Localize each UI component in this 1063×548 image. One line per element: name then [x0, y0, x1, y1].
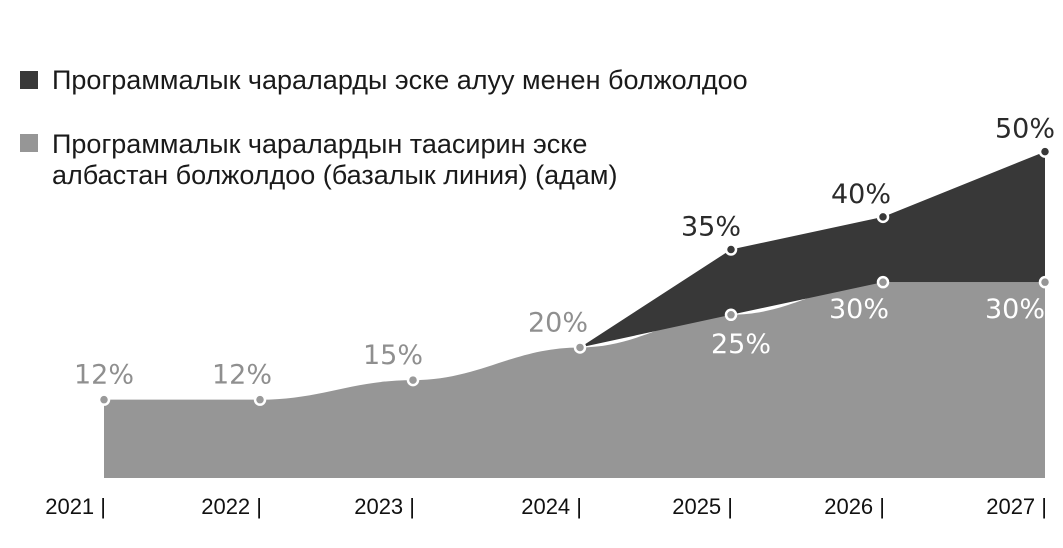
program-point-2026: [876, 210, 890, 224]
x-tick-label-2025: 2025 |: [672, 494, 733, 519]
baseline-point-2025: [724, 308, 738, 322]
program-label-2027: 50%: [995, 114, 1055, 145]
legend-item-baseline: Программалык чаралардын таасирин эске ал…: [20, 129, 617, 190]
baseline-point-2023: [406, 373, 420, 387]
legend-item-program: Программалык чараларды эске алуу менен б…: [20, 65, 748, 95]
baseline-label-2025: 25%: [711, 329, 771, 360]
program-label-2025: 35%: [681, 212, 741, 243]
legend-label-program: Программалык чараларды эске алуу менен б…: [52, 65, 748, 95]
legend: Программалык чараларды эске алуу менен б…: [20, 65, 748, 190]
program-label-2026: 40%: [831, 179, 891, 210]
program-point-2025: [724, 243, 738, 256]
baseline-label-2021: 12%: [74, 360, 134, 391]
legend-label-baseline-line-2: албастан болжолдоо (базалык линия) (адам…: [52, 160, 617, 190]
x-tick-label-2022: 2022 |: [201, 494, 262, 519]
x-axis: 2021 | 2022 | 2023 | 2024 | 2025 | 2026 | 2027…: [45, 494, 1047, 519]
x-tick-label-2026: 2026 |: [824, 494, 885, 519]
baseline-label-2022: 12%: [212, 360, 272, 391]
program-area: [580, 151, 1045, 348]
baseline-point-2024: [573, 341, 587, 354]
x-tick-label-2024: 2024 |: [521, 494, 582, 519]
baseline-area: [104, 282, 1045, 478]
legend-swatch-program: [20, 71, 38, 89]
baseline-label-2027: 30%: [985, 294, 1045, 325]
baseline-label-2024: 20%: [528, 307, 588, 338]
baseline-label-2023: 15%: [363, 340, 423, 371]
x-tick-label-2021: 2021 |: [45, 494, 106, 519]
baseline-point-2022: [253, 393, 267, 406]
plot-area: 12% 12% 15% 20% 25% 30% 30% 35% 40% 50%: [74, 114, 1055, 478]
baseline-label-2026: 30%: [829, 294, 889, 325]
baseline-point-2027: [1038, 275, 1052, 289]
baseline-point-2026: [876, 275, 890, 289]
x-tick-label-2023: 2023 |: [354, 494, 415, 519]
legend-label-baseline-line-1: Программалык чаралардын таасирин эске: [52, 129, 587, 159]
x-tick-label-2027: 2027 |: [986, 494, 1047, 519]
legend-swatch-baseline: [20, 134, 38, 152]
program-point-2027: [1038, 145, 1052, 158]
baseline-point-2021: [97, 393, 111, 406]
